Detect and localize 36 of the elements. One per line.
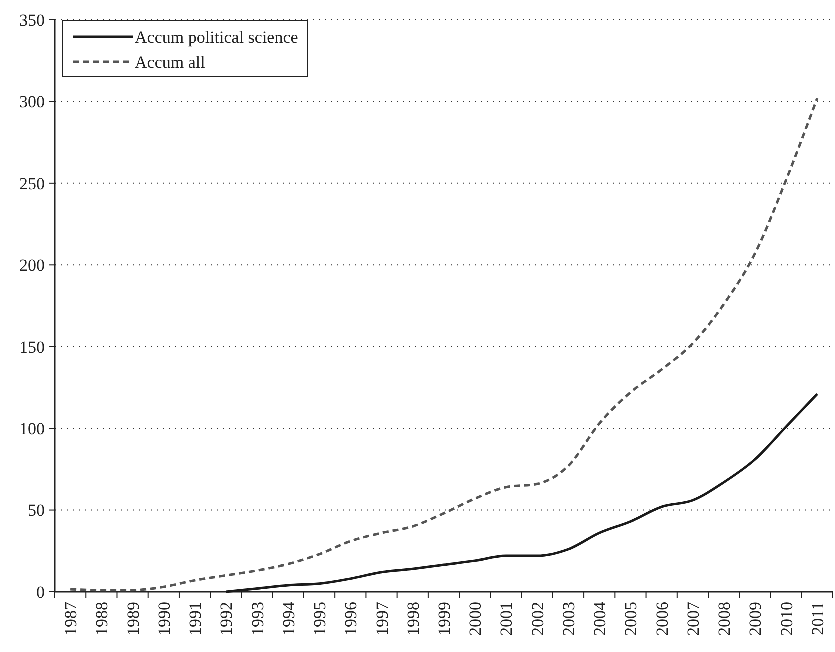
x-tick-label: 2008: [715, 602, 734, 636]
x-tick-label: 2006: [652, 602, 672, 636]
legend-label: Accum all: [135, 52, 206, 72]
x-tick-label: 2005: [622, 602, 641, 636]
line-series: [69, 97, 819, 592]
x-tick-label: 1997: [372, 602, 392, 636]
x-tick-label: 2000: [466, 602, 486, 636]
x-tick-label: 2011: [808, 602, 828, 636]
y-tick-label: 50: [28, 501, 45, 520]
x-tick-label: 1996: [342, 602, 361, 636]
x-tick-label: 1988: [92, 602, 112, 636]
y-tick-label: 0: [36, 582, 45, 602]
y-tick-label: 100: [20, 420, 45, 439]
x-tick-label: 1993: [248, 602, 268, 636]
legend-label: Accum political science: [135, 28, 298, 47]
x-tick-label: 1990: [154, 602, 174, 636]
x-tick-label: 2002: [528, 602, 548, 636]
x-tick-label: 2003: [559, 602, 578, 636]
x-tick-label: 1998: [404, 602, 423, 636]
y-tick-label: 250: [20, 174, 45, 194]
x-tick-label: 1991: [186, 602, 206, 636]
x-tick-label: 1992: [217, 602, 236, 636]
x-tick-label: 1995: [310, 602, 330, 636]
x-tick-label: 1999: [435, 602, 454, 636]
x-tick-label: 2004: [590, 602, 610, 636]
x-tick-label: 2007: [684, 602, 703, 636]
x-tick-label: 1994: [279, 602, 298, 636]
x-tick-label: 1989: [124, 602, 143, 636]
y-tick-label: 350: [20, 10, 45, 30]
x-tick-label: 2001: [497, 602, 516, 636]
y-tick-label: 150: [20, 338, 45, 357]
x-tick-label: 1987: [62, 602, 81, 636]
x-tick-label: 2010: [777, 602, 796, 636]
y-tick-label: 200: [20, 256, 45, 276]
x-tick-label: 2009: [746, 602, 766, 636]
y-tick-label: 300: [20, 92, 45, 112]
